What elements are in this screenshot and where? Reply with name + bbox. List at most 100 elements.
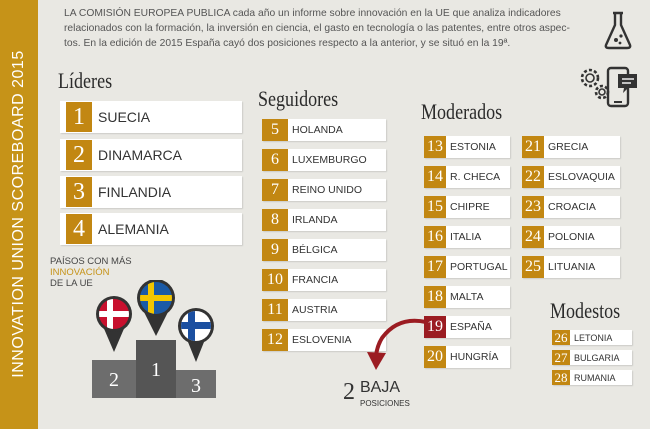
intro-paragraph: LA COMISIÓN EUROPEA PUBLICA cada año un … [64,6,584,51]
list-item: 18 MALTA [424,286,510,308]
list-item: 15 CHIPRE [424,196,510,218]
mobile-chat-icon [606,66,637,108]
list-item: 13 ESTONIA [424,136,510,158]
podium: 2 1 3 [92,280,216,398]
baja-word: BAJA [360,379,401,396]
list-item: 17 PORTUGAL [424,256,510,278]
country-label: ITALIA [450,231,482,243]
list-item: 28 RUMANIA [552,370,632,385]
rank-number: 15 [424,196,446,218]
country-label: ESPAÑA [450,321,492,333]
moderados-title: Moderados [421,99,503,124]
country-label: SUECIA [98,109,151,125]
rank-number: 2 [66,140,92,170]
list-item: 5 HOLANDA [262,119,386,141]
gears-icon [580,68,610,100]
country-label: FINLANDIA [98,184,172,200]
list-item: 8 IRLANDA [262,209,386,231]
rank-number: 3 [66,177,92,207]
list-item: 1 SUECIA [60,101,242,133]
list-item: 22 ESLOVAQUIA [522,166,620,188]
rank-number: 10 [262,269,288,291]
country-label: ALEMANIA [98,221,169,237]
rank-number: 7 [262,179,288,201]
list-item: 10 FRANCIA [262,269,386,291]
modestos-title: Modestos [550,298,621,323]
country-label: HUNGRÍA [450,351,499,363]
podium-number: 3 [191,375,201,397]
list-item: 7 REINO UNIDO [262,179,386,201]
podium-block-3 [176,370,216,398]
list-item: 21 GRECIA [522,136,620,158]
intro-line: LA COMISIÓN EUROPEA PUBLICA cada año un … [64,8,561,19]
rank-number: 24 [522,226,544,248]
country-label: LUXEMBURGO [292,154,367,166]
list-item: 14 R. CHECA [424,166,510,188]
list-item: 2 DINAMARCA [60,139,242,171]
podium-block-1 [136,340,176,398]
country-label: DINAMARCA [98,147,183,163]
sweden-flag-pin [137,280,175,336]
country-label: ESLOVAQUIA [548,171,615,183]
list-item: 23 CROACIA [522,196,620,218]
baja-sub: POSICIONES [360,399,410,408]
country-label: CROACIA [548,201,596,213]
country-label: AUSTRIA [292,304,338,316]
rank-number: 14 [424,166,446,188]
finland-flag-pin [178,308,214,362]
country-label: ESTONIA [450,141,496,153]
rank-number: 6 [262,149,288,171]
caption-highlight: INNOVACIÓN [50,267,110,278]
country-label: RUMANIA [574,372,616,383]
podium-number: 1 [151,359,161,381]
list-item: 9 BÉLGICA [262,239,386,261]
flask-icon [604,11,632,50]
country-label: LITUANIA [548,261,596,273]
podium-block-2 [92,360,136,398]
rank-number: 8 [262,209,288,231]
country-label: R. CHECA [450,171,501,183]
list-item: 16 ITALIA [424,226,510,248]
rank-number: 20 [424,346,446,368]
down-arrow-icon [367,318,428,370]
rank-number: 1 [66,102,92,132]
rank-number: 16 [424,226,446,248]
rank-number: 19 [424,316,446,338]
country-label: MALTA [450,291,484,303]
country-label: FRANCIA [292,274,339,286]
rank-number: 26 [552,330,570,345]
country-label: GRECIA [548,141,589,153]
baja-number: 2 [343,379,355,405]
rank-number: 25 [522,256,544,278]
country-label: HOLANDA [292,124,343,136]
rank-number: 4 [66,214,92,244]
rank-number: 18 [424,286,446,308]
podium-caption: PAÍSOS CON MÁS INNOVACIÓN DE LA UE [50,256,132,289]
seguidores-title: Seguidores [258,86,339,111]
rank-number: 11 [262,299,288,321]
list-item: 24 POLONIA [522,226,620,248]
country-label: ESLOVENIA [292,334,352,346]
list-item: 26 LETONIA [552,330,632,345]
country-label: PORTUGAL [450,261,508,273]
country-label: BULGARIA [574,352,620,363]
list-item: 12 ESLOVENIA [262,329,386,351]
rank-number: 5 [262,119,288,141]
intro-line: tos. En la edición de 2015 España cayó d… [64,38,511,49]
intro-line: relacionados con la formación, la invers… [64,23,570,34]
podium-number: 2 [109,369,119,391]
country-label: REINO UNIDO [292,184,363,196]
rank-number: 27 [552,350,570,365]
rank-number: 13 [424,136,446,158]
list-item: 25 LITUANIA [522,256,620,278]
rank-number: 22 [522,166,544,188]
list-item: 11 AUSTRIA [262,299,386,321]
rank-number: 9 [262,239,288,261]
rank-number: 21 [522,136,544,158]
rank-number: 12 [262,329,288,351]
lideres-title: Líderes [58,68,113,93]
caption-line: PAÍSOS CON MÁS [50,256,132,267]
rank-number: 23 [522,196,544,218]
rank-number: 17 [424,256,446,278]
